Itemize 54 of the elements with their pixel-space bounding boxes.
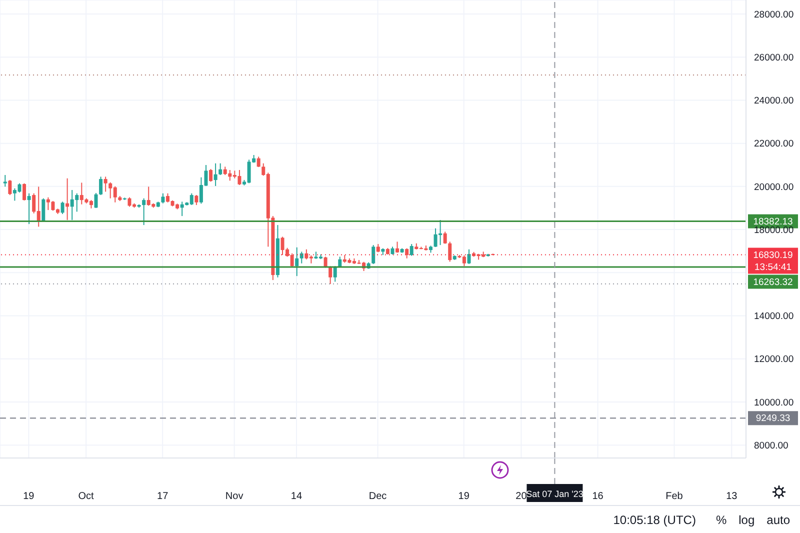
ref-line-label: 18382.13: [753, 216, 793, 228]
candlestick: [94, 192, 98, 208]
x-tick-label: Feb: [666, 491, 684, 502]
x-tick-label: 19: [23, 491, 35, 502]
candlestick: [405, 248, 409, 259]
candlestick: [443, 231, 447, 244]
candlestick: [467, 248, 471, 265]
ref-line-label: 16830.19 13:54:41: [753, 250, 793, 273]
y-tick-label: 24000.00: [754, 96, 794, 107]
candlestick: [8, 180, 12, 196]
candlestick: [256, 156, 260, 168]
candlestick: [214, 162, 218, 186]
candlestick: [99, 176, 103, 196]
candlestick: [104, 176, 108, 192]
candlestick: [3, 174, 7, 188]
candlestick: [218, 162, 222, 176]
candlestick: [295, 246, 299, 277]
x-tick-label: Dec: [368, 491, 387, 502]
candlestick: [22, 182, 26, 201]
x-tick-label: Nov: [225, 491, 244, 502]
y-tick-label: 22000.00: [754, 138, 794, 150]
candlestick: [27, 192, 31, 225]
candlestick: [328, 266, 332, 285]
text: auto: [766, 512, 790, 526]
candlestick: [410, 244, 414, 256]
text: %: [716, 512, 727, 526]
candlestick: [300, 251, 304, 264]
x-tick-label: 19: [458, 491, 470, 502]
candlestick: [448, 241, 452, 262]
y-tick-label: 12000.00: [754, 354, 794, 366]
candlestick: [161, 192, 165, 204]
x-tick-label: 14: [290, 491, 302, 502]
candlestick: [42, 198, 46, 222]
ref-line-label: 9249.33: [756, 413, 790, 424]
candlestick: [194, 194, 198, 206]
candlestick: [60, 201, 64, 215]
text: log: [738, 512, 755, 526]
y-tick-label: 8000.00: [754, 440, 788, 452]
candlestick: [142, 198, 146, 226]
y-tick-label: 18000.00: [754, 224, 794, 236]
candlestick: [209, 168, 213, 182]
y-tick-label: 20000.00: [754, 182, 794, 193]
x-tick-label: 17: [157, 491, 169, 502]
text: 10:05:18 (UTC): [613, 512, 696, 526]
y-tick-label: 14000.00: [754, 311, 794, 322]
ref-line-label: 16263.32: [753, 276, 793, 288]
y-tick-label: 28000.00: [754, 9, 794, 20]
y-tick-label: 10000.00: [754, 397, 794, 408]
x-tick-label: 16: [592, 491, 604, 502]
y-tick-label: 26000.00: [754, 52, 794, 64]
x-tick-label: Oct: [78, 491, 94, 502]
candlestick: [372, 244, 376, 265]
x-tick-label: 13: [726, 491, 738, 502]
x-tick-label: 20: [516, 491, 528, 502]
